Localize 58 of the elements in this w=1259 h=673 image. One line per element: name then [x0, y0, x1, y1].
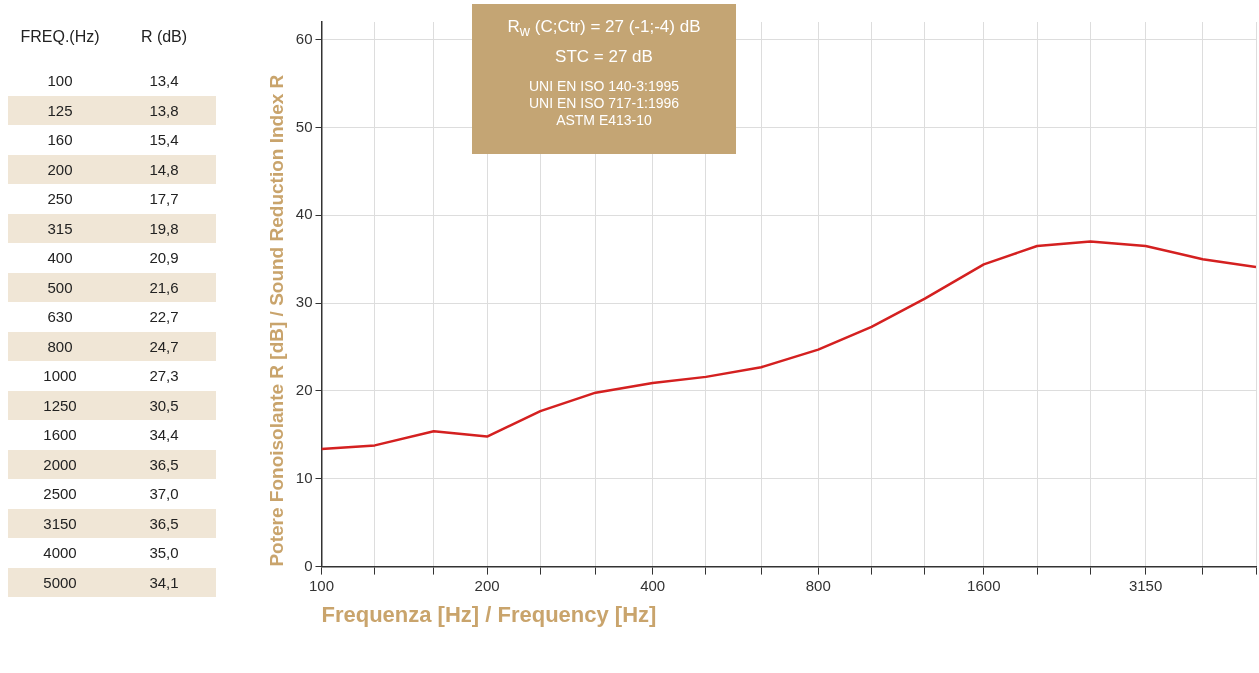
text: 4000 — [42, 543, 78, 564]
y-tick-label: 50 — [295, 117, 313, 135]
text: 1250 — [8, 390, 112, 420]
text: 160 — [46, 130, 74, 151]
text: FREQ.(Hz) — [19, 27, 101, 47]
y-tick-label: 40 — [295, 205, 313, 223]
annotation: UNI EN ISO 717-1:1996 — [527, 95, 681, 113]
text: 37,0 — [148, 484, 180, 505]
x-tick-label: 3150 — [1128, 576, 1163, 594]
text: 100 — [46, 71, 74, 92]
annotation: ASTM E413-10 — [555, 112, 653, 130]
y-tick-label: 20 — [295, 381, 313, 399]
text: 36,5 — [112, 508, 216, 538]
text: 3150 — [8, 508, 112, 538]
text: 36,5 — [112, 449, 216, 479]
text: 19,8 — [112, 213, 216, 243]
text: 13,8 — [112, 95, 216, 125]
text: 2000 — [8, 449, 112, 479]
y-tick-label: 60 — [295, 29, 313, 47]
text: 200 — [8, 154, 112, 184]
text: 5000 — [8, 567, 112, 597]
annotation: STC = 27 dB — [554, 46, 654, 69]
text: 22,7 — [148, 307, 180, 328]
text: 1000 — [42, 366, 78, 387]
text: 34,4 — [148, 425, 180, 446]
x-tick-label: 400 — [640, 576, 666, 594]
text: 17,7 — [148, 189, 180, 210]
y-tick-label: 10 — [295, 468, 313, 486]
text: R (dB) — [139, 27, 189, 47]
text: 800 — [8, 331, 112, 361]
text: 21,6 — [112, 272, 216, 302]
x-tick-label: 800 — [805, 576, 831, 594]
text: 14,8 — [112, 154, 216, 184]
text: 13,4 — [148, 71, 180, 92]
text: 15,4 — [148, 130, 180, 151]
x-tick-label: 200 — [474, 576, 500, 594]
x-tick-label: 100 — [308, 576, 334, 594]
text: 30,5 — [112, 390, 216, 420]
text: 125 — [8, 95, 112, 125]
text: 24,7 — [112, 331, 216, 361]
text: 250 — [46, 189, 74, 210]
text: 27,3 — [148, 366, 180, 387]
text: 630 — [46, 307, 74, 328]
text: 34,1 — [112, 567, 216, 597]
y-tick-label: 30 — [295, 293, 313, 311]
text: 35,0 — [148, 543, 180, 564]
text: 2500 — [42, 484, 78, 505]
x-axis-title: Frequenza [Hz] / Frequency [Hz] — [321, 601, 657, 627]
text: 315 — [8, 213, 112, 243]
y-tick-label: 0 — [304, 556, 313, 574]
text: 400 — [46, 248, 74, 269]
text: 1600 — [42, 425, 78, 446]
text: 500 — [8, 272, 112, 302]
annotation: R$_{w}$ (C;Ctr) = 27 (-1;-4) dB — [506, 16, 702, 42]
annotation: UNI EN ISO 140-3:1995 — [527, 78, 681, 96]
y-axis-title: Potere Fonoisolante R [dB] / Sound Reduction Index R — [265, 74, 287, 567]
x-tick-label: 1600 — [967, 576, 1001, 594]
text: 20,9 — [148, 248, 180, 269]
